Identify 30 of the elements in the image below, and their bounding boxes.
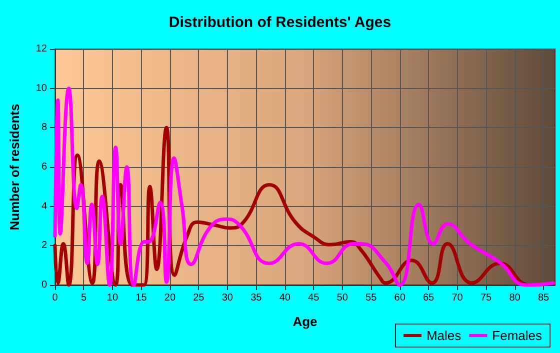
x-tick-label: 10	[106, 292, 118, 304]
y-axis-title: Number of residents	[7, 104, 22, 230]
x-tick-label: 15	[136, 292, 148, 304]
x-tick-label: 45	[308, 292, 320, 304]
x-tick-label: 60	[394, 292, 406, 304]
x-tick-label: 0	[52, 292, 58, 304]
x-tick-label: 50	[336, 292, 348, 304]
y-tick-label: 8	[41, 122, 48, 134]
x-tick-label: 20	[164, 292, 176, 304]
x-tick-label: 55	[366, 292, 378, 304]
x-tick-label: 65	[423, 292, 435, 304]
x-tick-label: 75	[480, 292, 492, 304]
x-tick-label: 80	[509, 292, 521, 304]
x-tick-label: 70	[452, 292, 464, 304]
chart-title: Distribution of Residents' Ages	[168, 14, 392, 31]
y-tick-label: 0	[41, 280, 48, 290]
y-tick-label: 10	[36, 82, 48, 94]
y-tick-label: 12	[36, 44, 48, 54]
y-tick-label: 6	[41, 162, 48, 172]
x-axis-title: Age	[292, 314, 318, 329]
x-tick-label: 5	[80, 292, 87, 304]
y-tick-label: 4	[41, 200, 48, 212]
x-tick-label: 40	[279, 292, 291, 304]
x-tick-label: 85	[538, 292, 550, 304]
legend-label: Males	[426, 328, 462, 343]
x-tick-label: 25	[193, 292, 205, 304]
x-tick-label: 30	[222, 292, 234, 304]
legend-label: Females	[492, 328, 542, 343]
x-tick-label: 35	[250, 292, 262, 304]
y-tick-label: 2	[41, 240, 48, 252]
